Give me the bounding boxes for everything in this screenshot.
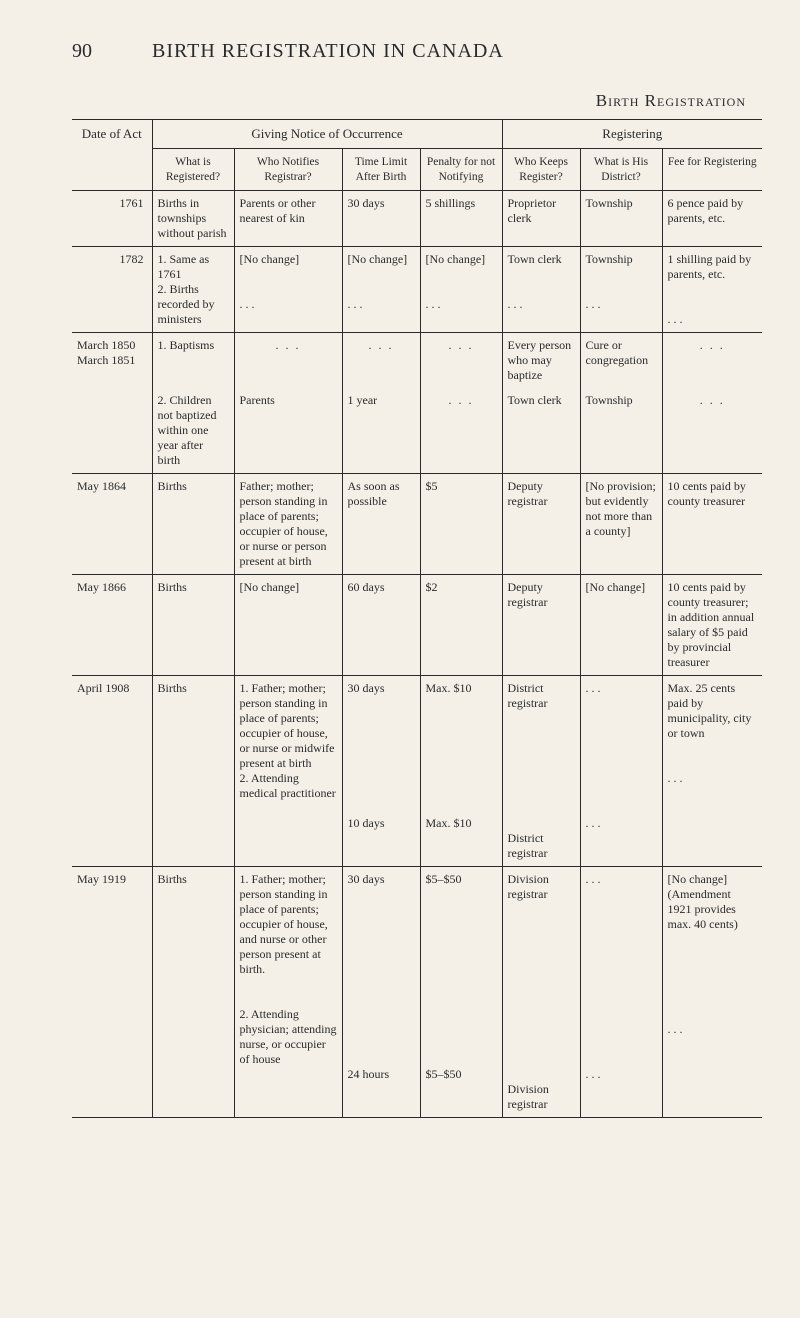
cell: Deputy registrar: [502, 474, 580, 575]
col-whonotifies-header: Who Notifies Registrar?: [234, 149, 342, 191]
col-district-header: What is His District?: [580, 149, 662, 191]
col-group-registering: Registering: [502, 120, 762, 149]
page-number: 90: [72, 40, 92, 63]
cell: Township: [580, 388, 662, 474]
col-whokeeps-header: Who Keeps Register?: [502, 149, 580, 191]
table-row: 1761 Births in townships without parish …: [72, 191, 762, 247]
registration-table: Date of Act Giving Notice of Occurrence …: [72, 119, 762, 1118]
cell-date: 1761: [72, 191, 152, 247]
cell: 5 shillings: [420, 191, 502, 247]
cell: 30 days10 days: [342, 676, 420, 867]
cell: . . .. . .: [580, 676, 662, 867]
cell: 1. Same as 17612. Births recorded by min…: [152, 247, 234, 333]
cell: [No change]. . .: [342, 247, 420, 333]
page-title: BIRTH REGISTRATION IN CANADA: [152, 40, 504, 63]
cell: Births: [152, 676, 234, 867]
header-line: 90 BIRTH REGISTRATION IN CANADA: [72, 40, 752, 63]
table-row: May 1864 Births Father; mother; person s…: [72, 474, 762, 575]
cell-date: May 1866: [72, 575, 152, 676]
cell: Parents or other nearest of kin: [234, 191, 342, 247]
cell: $5–$50$5–$50: [420, 867, 502, 1118]
cell: Parents: [234, 388, 342, 474]
cell: Town clerk: [502, 388, 580, 474]
cell: Births: [152, 867, 234, 1118]
cell: Town clerk. . .: [502, 247, 580, 333]
col-what-header: What is Registered?: [152, 149, 234, 191]
cell: 30 days24 hours: [342, 867, 420, 1118]
cell: . . .: [420, 388, 502, 474]
cell-date: [72, 388, 152, 474]
cell: Township. . .: [580, 247, 662, 333]
cell: Proprietor clerk: [502, 191, 580, 247]
cell: 1. Father; mother; person standing in pl…: [234, 867, 342, 1118]
cell: . . .. . .: [580, 867, 662, 1118]
table-row: May 1866 Births [No change] 60 days $2 D…: [72, 575, 762, 676]
table-row: 1782 1. Same as 17612. Births recorded b…: [72, 247, 762, 333]
cell: [No change]. . .: [420, 247, 502, 333]
cell: . . .: [662, 388, 762, 474]
section-heading: Birth Registration: [72, 91, 752, 111]
col-timelimit-header: Time Limit After Birth: [342, 149, 420, 191]
cell: 60 days: [342, 575, 420, 676]
table-row: April 1908 Births 1. Father; mother; per…: [72, 676, 762, 867]
col-penalty-header: Penalty for not Notifying: [420, 149, 502, 191]
cell: Max. 25 cents paid by municipality, city…: [662, 676, 762, 867]
cell: . . .: [420, 333, 502, 389]
cell: 10 cents paid by county treasurer: [662, 474, 762, 575]
col-fee-header: Fee for Registering: [662, 149, 762, 191]
cell: 30 days: [342, 191, 420, 247]
cell-date: May 1919: [72, 867, 152, 1118]
cell: 6 pence paid by parents, etc.: [662, 191, 762, 247]
cell: Father; mother; person standing in place…: [234, 474, 342, 575]
cell: . . .: [234, 333, 342, 389]
cell: 1 year: [342, 388, 420, 474]
cell: [No provision; but evidently not more th…: [580, 474, 662, 575]
cell: 2. Children not baptized within one year…: [152, 388, 234, 474]
cell: Deputy registrar: [502, 575, 580, 676]
cell: Every person who may baptize: [502, 333, 580, 389]
cell: Births in townships without parish: [152, 191, 234, 247]
table-row: 2. Children not baptized within one year…: [72, 388, 762, 474]
cell: . . .: [342, 333, 420, 389]
cell: Births: [152, 575, 234, 676]
cell: . . .: [662, 333, 762, 389]
col-group-giving: Giving Notice of Occurrence: [152, 120, 502, 149]
cell: 1. Father; mother; person standing in pl…: [234, 676, 342, 867]
cell: Max. $10Max. $10: [420, 676, 502, 867]
cell: 1 shilling paid by parents, etc.. . .: [662, 247, 762, 333]
cell: 10 cents paid by county treasurer; in ad…: [662, 575, 762, 676]
table-row: March 1850March 1851 1. Baptisms . . . .…: [72, 333, 762, 389]
cell: [No change] (Amendment 1921 provides max…: [662, 867, 762, 1118]
cell: [No change]: [234, 575, 342, 676]
cell: Births: [152, 474, 234, 575]
cell: Cure or congregation: [580, 333, 662, 389]
cell: As soon as possible: [342, 474, 420, 575]
cell: 1. Baptisms: [152, 333, 234, 389]
cell-date: April 1908: [72, 676, 152, 867]
col-date-header: Date of Act: [72, 120, 152, 191]
cell: [No change]. . .: [234, 247, 342, 333]
cell: [No change]: [580, 575, 662, 676]
page: 90 BIRTH REGISTRATION IN CANADA Birth Re…: [0, 0, 800, 1318]
table-row: May 1919 Births 1. Father; mother; perso…: [72, 867, 762, 1118]
cell-date: May 1864: [72, 474, 152, 575]
cell: District registrarDistrict registrar: [502, 676, 580, 867]
cell-date: March 1850March 1851: [72, 333, 152, 389]
cell: Township: [580, 191, 662, 247]
cell: $5: [420, 474, 502, 575]
cell: Division registrarDivision registrar: [502, 867, 580, 1118]
cell-date: 1782: [72, 247, 152, 333]
cell: $2: [420, 575, 502, 676]
